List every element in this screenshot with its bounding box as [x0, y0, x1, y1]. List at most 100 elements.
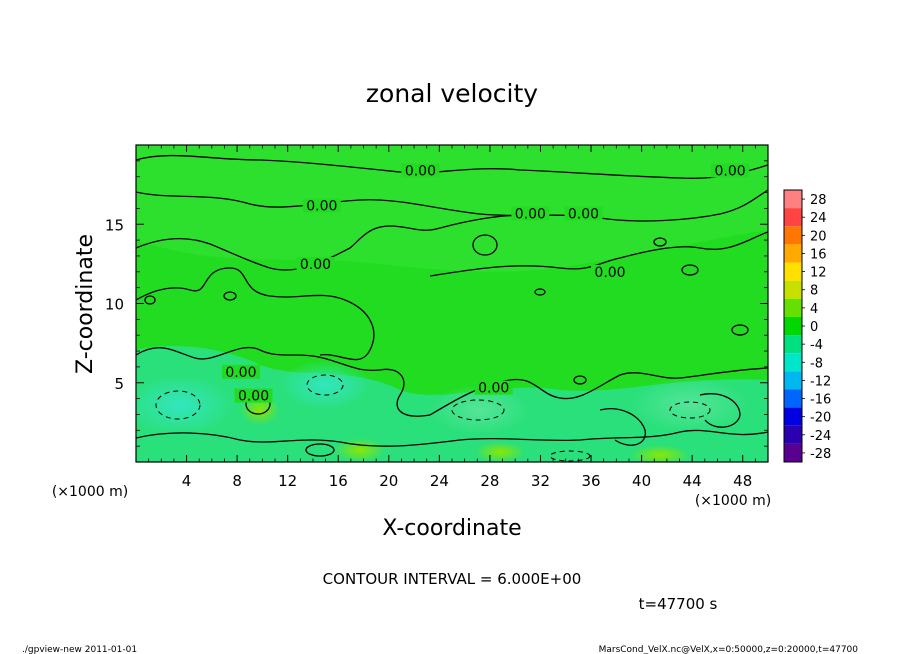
contour-label: 0.00	[225, 365, 256, 381]
field-blob	[630, 445, 690, 462]
field-blob	[280, 360, 370, 410]
contour-line	[573, 375, 587, 385]
negative-contour	[549, 450, 591, 462]
contour-interval: CONTOUR INTERVAL = 6.000E+00	[323, 570, 582, 588]
colorbar-label: 20	[810, 229, 827, 244]
field-blob	[430, 385, 530, 435]
x-tick-label: 32	[531, 472, 550, 490]
contour-line	[534, 288, 546, 296]
plot-area: 0.00 0.00 0.00 0.00 0.00 0.00 0.00 0.00 0.00 0.00	[136, 145, 768, 462]
colorbar-label: 28	[810, 193, 827, 208]
field-blob	[475, 442, 525, 462]
contour-line	[681, 264, 699, 276]
y-tick-label: 10	[105, 296, 124, 314]
contour-label-bg	[474, 380, 513, 395]
contour-label-bg	[511, 206, 550, 221]
contour-line	[136, 189, 768, 222]
colorbar-label: -24	[810, 429, 831, 444]
colorbar-label: 12	[810, 266, 827, 281]
contour-label-bg	[302, 198, 341, 213]
contour-label-bg	[401, 163, 440, 178]
contour-labels: 0.00 0.00 0.00 0.00 0.00 0.00 0.00 0.00 0.00 0.00	[221, 163, 750, 405]
contour-line	[223, 291, 237, 301]
x-tick-label: 28	[480, 472, 499, 490]
contour-label-bg	[564, 206, 603, 221]
time-label: t=47700 s	[639, 595, 718, 613]
negative-contour	[155, 390, 201, 420]
contour-line	[731, 324, 749, 336]
colorbar-segment	[784, 371, 802, 390]
x-tick-label: 48	[733, 472, 752, 490]
contour-line	[599, 408, 646, 446]
contour-label: 0.00	[300, 257, 331, 273]
contour-line	[136, 429, 768, 447]
colorbar-segment	[784, 335, 802, 354]
contour-line	[305, 443, 335, 457]
negative-contours	[155, 374, 711, 462]
colorbar-label: 24	[810, 211, 827, 226]
colorbar-segment	[784, 353, 802, 372]
colorbar-segment	[784, 190, 802, 209]
contour-label-bg	[711, 163, 750, 178]
contour-line	[472, 234, 498, 256]
contour-line	[136, 347, 431, 417]
contour-lines	[136, 154, 768, 457]
field-blob	[630, 377, 750, 433]
colorbar-label: 0	[810, 320, 818, 335]
colorbar-segment	[784, 407, 802, 426]
colorbar-label: -8	[810, 356, 823, 371]
contour-line	[429, 231, 768, 277]
contour-label: 0.00	[714, 164, 745, 180]
x-tick-label: 8	[232, 472, 242, 490]
y-axis: 5 10 15	[105, 160, 768, 447]
y-tick-label: 15	[105, 216, 124, 234]
contour-label-bg	[296, 257, 335, 272]
x-tick-label: 36	[581, 472, 600, 490]
contour-label: 0.00	[238, 389, 269, 405]
contour-label: 0.00	[478, 381, 509, 397]
contour-label-bg	[591, 264, 629, 279]
contour-line	[144, 295, 156, 305]
contour-line	[136, 154, 768, 179]
field-blob	[136, 375, 235, 435]
colorbar-segment	[784, 389, 802, 408]
x-axis-title: X-coordinate	[382, 516, 521, 541]
contour-label: 0.00	[405, 164, 436, 180]
x-tick-label: 40	[632, 472, 651, 490]
colorbar-label: -4	[810, 338, 823, 353]
colorbar-label: -20	[810, 411, 831, 426]
colorbar-label: 8	[810, 284, 818, 299]
contour-label: 0.00	[568, 206, 599, 222]
contour-label: 0.00	[515, 206, 546, 222]
field-upper-layer	[136, 145, 768, 272]
contour-label-bg	[234, 388, 273, 403]
colorbar-segment	[784, 298, 802, 317]
x-tick-label: 44	[683, 472, 702, 490]
contour-line	[699, 393, 741, 428]
colorbar-segment	[784, 244, 802, 263]
colorbar-segment	[784, 226, 802, 245]
colorbar-segment	[784, 280, 802, 299]
x-unit-label: (×1000 m)	[695, 493, 771, 509]
contour-label: 0.00	[306, 198, 337, 214]
colorbar-label: -12	[810, 374, 831, 389]
contour-line	[136, 214, 521, 271]
contour-label-bg	[221, 364, 260, 379]
colorbar: 28 24 20 16 12 8 4 0 -4 -8 -12 -16 -20 -24 -28	[783, 189, 831, 463]
footer-right: MarsCond_VelX.nc@VelX,x=0:50000,z=0:2000…	[599, 645, 859, 654]
colorbar-label: -28	[810, 447, 831, 462]
contour-line	[653, 237, 667, 247]
negative-contour	[306, 374, 344, 396]
negative-contour	[451, 399, 505, 421]
field-blob	[335, 438, 385, 462]
colorbar-segment	[784, 316, 802, 336]
y-tick-label: 5	[114, 375, 124, 393]
x-axis: 4 8 12 16 20 24 28 32 36 40 44 48	[148, 145, 756, 490]
colorbar-label: -16	[810, 393, 831, 408]
x-tick-label: 4	[182, 472, 192, 490]
x-tick-label: 20	[379, 472, 398, 490]
colorbar-label: 16	[810, 247, 827, 262]
contour-line	[136, 267, 375, 361]
x-tick-label: 16	[329, 472, 348, 490]
y-unit-label: (×1000 m)	[52, 484, 128, 500]
